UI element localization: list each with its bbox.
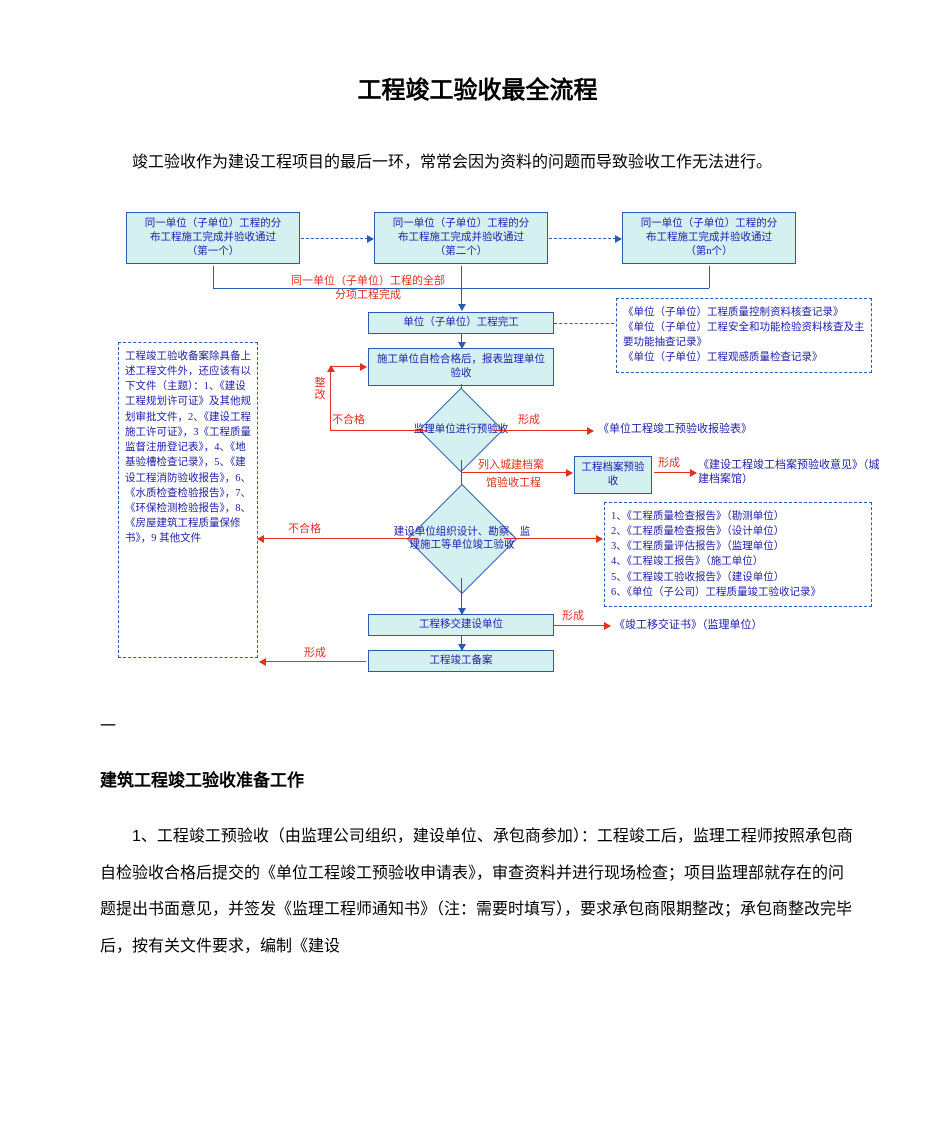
arrow-top3-down bbox=[709, 266, 710, 288]
diamond-preaccept: 监理单位进行预验收 bbox=[431, 400, 491, 460]
rt3: 《单位（子单位）工程观感质量检查记录》 bbox=[623, 352, 823, 363]
separator: 一 bbox=[100, 712, 855, 736]
label-form-3: 形成 bbox=[562, 609, 584, 623]
dash-arrow-1 bbox=[301, 238, 373, 239]
top-box-1-l3: （第一个） bbox=[187, 246, 240, 257]
red-d1-left bbox=[330, 430, 426, 431]
label-rectify: 整改 bbox=[313, 377, 327, 401]
rl6: 6、《单位（子公司）工程质量竣工验收记录》 bbox=[611, 587, 821, 598]
top-box-2-l2: 布工程施工完成并验收通过 bbox=[398, 232, 524, 243]
rl3: 3、《工程质量评估报告》（监理单位） bbox=[611, 541, 784, 552]
label-into-archive: 列入城建档案 bbox=[478, 458, 544, 472]
arrow-top3-left bbox=[461, 288, 709, 289]
top-box-2-l1: 同一单位（子单位）工程的分 bbox=[393, 218, 530, 229]
rl5: 5、《工程竣工验收报告》（建设单位） bbox=[611, 572, 784, 583]
top-box-2-l3: （第二个） bbox=[435, 246, 488, 257]
diamond-final: 建设单位组织设计、勘察、监理施工等单位竣工验收 bbox=[423, 500, 501, 578]
rl4: 4、《工程竣工报告》（施工单位） bbox=[611, 556, 763, 567]
archive-box: 工程档案预验收 bbox=[574, 456, 652, 494]
red-d2-left bbox=[258, 538, 418, 539]
red-d2-right bbox=[504, 538, 602, 539]
right-bottom: 《竣工移交证书》（监理单位） bbox=[614, 618, 864, 632]
arrow-top2-down bbox=[461, 266, 462, 310]
right-list-box: 1、《工程质量检查报告》（勘测单位） 2、《工程质量检查报告》（设计单位） 3、… bbox=[604, 502, 872, 607]
red-d1-up bbox=[330, 366, 331, 430]
dash-right-top bbox=[554, 323, 614, 324]
right-top-box: 《单位（子单位）工程质量控制资料核查记录》 《单位（子单位）工程安全和功能检验资… bbox=[616, 298, 872, 373]
top-red-note: 同一单位（子单位）工程的全部分项工程完成 bbox=[288, 274, 448, 303]
arrow-c1 bbox=[461, 334, 462, 348]
top-box-2: 同一单位（子单位）工程的分 布工程施工完成并验收通过 （第二个） bbox=[374, 212, 548, 265]
red-d1-back bbox=[330, 366, 366, 367]
label-archive-proj: 馆验收工程 bbox=[486, 476, 541, 490]
arrow-top1-down bbox=[213, 266, 214, 288]
arrow-c4 bbox=[461, 578, 462, 614]
node-record: 工程竣工备案 bbox=[368, 650, 554, 672]
left-requirements-box: 工程竣工验收备案除具备上述工程文件外，还应该有以下文件（主题）：1、《建设工程规… bbox=[118, 342, 258, 658]
right-mid-1: 《单位工程竣工预验收报验表》 bbox=[598, 422, 848, 436]
top-box-1-l2: 布工程施工完成并验收通过 bbox=[150, 232, 276, 243]
label-form-1: 形成 bbox=[518, 413, 540, 427]
label-fail-1: 不合格 bbox=[332, 413, 365, 427]
red-archive-right bbox=[654, 472, 696, 473]
top-box-3-l2: 布工程施工完成并验收通过 bbox=[646, 232, 772, 243]
right-mid-2: 《建设工程竣工档案预验收意见》（城建档案馆） bbox=[698, 458, 888, 487]
rl2: 2、《工程质量检查报告》（设计单位） bbox=[611, 526, 784, 537]
document-page: 工程竣工验收最全流程 竣工验收作为建设工程项目的最后一环，常常会因为资料的问题而… bbox=[0, 0, 945, 1036]
top-box-1-l1: 同一单位（子单位）工程的分 bbox=[145, 218, 282, 229]
label-form-left: 形成 bbox=[304, 646, 326, 660]
intro-paragraph: 竣工验收作为建设工程项目的最后一环，常常会因为资料的问题而导致验收工作无法进行。 bbox=[100, 145, 855, 182]
top-box-3-l3: （第n个） bbox=[685, 246, 732, 257]
rl1: 1、《工程质量检查报告》（勘测单位） bbox=[611, 511, 784, 522]
top-box-3: 同一单位（子单位）工程的分 布工程施工完成并验收通过 （第n个） bbox=[622, 212, 796, 265]
section-heading: 建筑工程竣工验收准备工作 bbox=[100, 766, 855, 791]
label-fail-2: 不合格 bbox=[288, 522, 321, 536]
rt2: 《单位（子单位）工程安全和功能检验资料核查及主要功能抽查记录》 bbox=[623, 322, 865, 348]
rt1: 《单位（子单位）工程质量控制资料核查记录》 bbox=[623, 307, 844, 318]
red-handover-right bbox=[554, 625, 610, 626]
red-d1-right bbox=[493, 430, 593, 431]
diamond-final-label: 建设单位组织设计、勘察、监理施工等单位竣工验收 bbox=[392, 525, 532, 552]
top-box-3-l1: 同一单位（子单位）工程的分 bbox=[641, 218, 778, 229]
red-record-left bbox=[260, 661, 366, 662]
node-complete: 单位（子单位）工程完工 bbox=[368, 312, 554, 334]
node-handover: 工程移交建设单位 bbox=[368, 614, 554, 636]
dash-arrow-2 bbox=[549, 238, 621, 239]
arrow-c5 bbox=[461, 636, 462, 650]
flowchart: 同一单位（子单位）工程的分 布工程施工完成并验收通过 （第一个） 同一单位（子单… bbox=[118, 212, 878, 692]
page-title: 工程竣工验收最全流程 bbox=[100, 70, 855, 105]
top-box-1: 同一单位（子单位）工程的分 布工程施工完成并验收通过 （第一个） bbox=[126, 212, 300, 265]
body-paragraph: 1、工程竣工预验收（由监理公司组织，建设单位、承包商参加）：工程竣工后，监理工程… bbox=[100, 819, 855, 966]
node-selfcheck: 施工单位自检合格后，报表监理单位验收 bbox=[368, 348, 554, 386]
label-form-2: 形成 bbox=[658, 456, 680, 470]
